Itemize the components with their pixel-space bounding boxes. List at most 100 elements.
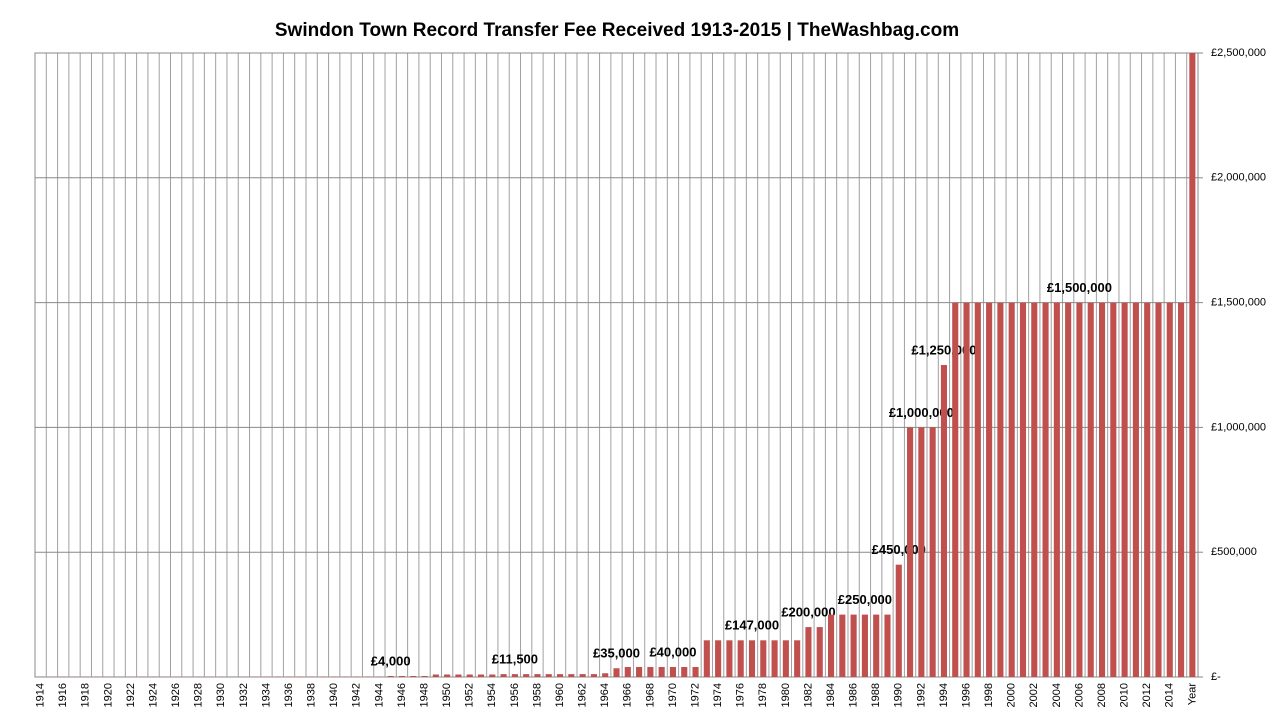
x-tick-label: 1922 bbox=[125, 683, 137, 707]
x-tick-label: 1944 bbox=[373, 683, 385, 707]
bar bbox=[1076, 302, 1083, 677]
y-tick-label: £- bbox=[1211, 671, 1221, 683]
data-label: £200,000 bbox=[781, 605, 835, 620]
bar bbox=[398, 676, 406, 677]
bar bbox=[816, 627, 823, 677]
data-label: £1,250,000 bbox=[911, 342, 976, 357]
bar bbox=[1189, 53, 1196, 677]
x-tick-label: 1982 bbox=[802, 683, 814, 707]
data-label: £11,500 bbox=[492, 652, 538, 667]
bar bbox=[986, 302, 993, 677]
bar bbox=[907, 427, 914, 677]
bar bbox=[918, 427, 925, 677]
bar bbox=[1019, 302, 1027, 677]
data-label: £250,000 bbox=[838, 592, 892, 607]
x-tick-label: 1976 bbox=[735, 683, 747, 707]
data-label: £4,000 bbox=[371, 653, 411, 668]
bar bbox=[839, 614, 846, 677]
x-tick-label: 1934 bbox=[260, 683, 272, 707]
bar bbox=[805, 627, 812, 677]
bar bbox=[500, 674, 507, 677]
x-tick-label: 1918 bbox=[80, 683, 92, 707]
x-tick-label: 1924 bbox=[147, 683, 159, 707]
bar bbox=[410, 676, 417, 677]
bar bbox=[692, 667, 699, 677]
bar bbox=[455, 674, 462, 677]
x-tick-label: 2014 bbox=[1164, 683, 1176, 707]
bar bbox=[748, 640, 756, 677]
bar bbox=[444, 674, 451, 677]
x-tick-label: 1946 bbox=[396, 683, 408, 707]
x-tick-label: 1952 bbox=[464, 683, 476, 707]
bar bbox=[658, 667, 665, 677]
bar bbox=[556, 674, 564, 677]
bar bbox=[963, 302, 970, 677]
bar bbox=[579, 674, 586, 677]
bar bbox=[590, 674, 597, 677]
bar bbox=[489, 674, 496, 677]
x-tick-label: 2008 bbox=[1096, 683, 1108, 707]
bar bbox=[760, 640, 767, 677]
x-tick-label: 1978 bbox=[757, 683, 769, 707]
bar bbox=[1065, 302, 1072, 677]
bar bbox=[1087, 302, 1094, 677]
x-tick-label: 2002 bbox=[1028, 683, 1040, 707]
bar bbox=[669, 667, 677, 677]
x-tick-label: 1986 bbox=[848, 683, 860, 707]
bar bbox=[726, 640, 733, 677]
data-label: £147,000 bbox=[725, 618, 779, 633]
x-tick-label: 2012 bbox=[1141, 683, 1153, 707]
x-tick-label: 1958 bbox=[531, 683, 543, 707]
chart-title: Swindon Town Record Transfer Fee Receive… bbox=[275, 20, 959, 41]
bar bbox=[545, 674, 552, 677]
x-tick-label: 1988 bbox=[870, 683, 882, 707]
x-tick-label: 1996 bbox=[960, 683, 972, 707]
bar bbox=[387, 676, 394, 677]
bar bbox=[1132, 302, 1139, 677]
bar bbox=[895, 564, 902, 677]
x-tick-label: 1962 bbox=[577, 683, 589, 707]
x-tick-label: 2004 bbox=[1051, 683, 1063, 707]
bar bbox=[771, 640, 778, 677]
x-tick-label: 1992 bbox=[915, 683, 927, 707]
bar bbox=[952, 302, 959, 677]
x-tick-label: 1954 bbox=[486, 683, 498, 707]
bar bbox=[681, 667, 688, 677]
bar bbox=[1031, 302, 1038, 677]
bar bbox=[613, 668, 620, 677]
x-tick-label: 1998 bbox=[983, 683, 995, 707]
x-tick-label: 1964 bbox=[599, 683, 611, 707]
x-tick-label: Year bbox=[1186, 683, 1198, 706]
x-tick-label: 1966 bbox=[622, 683, 634, 707]
x-tick-label: 1920 bbox=[102, 683, 114, 707]
bar bbox=[1155, 302, 1162, 677]
x-tick-label: 2010 bbox=[1119, 683, 1131, 707]
x-tick-label: 1940 bbox=[328, 683, 340, 707]
bar bbox=[884, 614, 891, 677]
x-tick-label: 1984 bbox=[825, 683, 837, 707]
bar bbox=[974, 302, 981, 677]
data-label: £40,000 bbox=[649, 644, 696, 659]
x-tick-label: 1994 bbox=[938, 683, 950, 707]
x-tick-label: 1948 bbox=[418, 683, 430, 707]
y-tick-label: £2,500,000 bbox=[1211, 47, 1266, 59]
x-tick-label: 1960 bbox=[554, 683, 566, 707]
bar bbox=[1166, 302, 1173, 677]
bar bbox=[1144, 302, 1151, 677]
bar bbox=[873, 614, 880, 677]
x-tick-label: 2006 bbox=[1073, 683, 1085, 707]
x-tick-label: 1950 bbox=[441, 683, 453, 707]
y-tick-label: £1,500,000 bbox=[1211, 297, 1266, 309]
bar bbox=[1110, 302, 1117, 677]
bar bbox=[737, 640, 744, 677]
bar bbox=[511, 674, 518, 677]
data-label: £35,000 bbox=[593, 646, 640, 661]
bar bbox=[568, 674, 575, 677]
bar bbox=[940, 365, 947, 677]
bar bbox=[1098, 302, 1106, 677]
bar bbox=[477, 674, 485, 677]
bar bbox=[1042, 302, 1049, 677]
x-tick-label: 1914 bbox=[35, 683, 47, 707]
bar bbox=[703, 640, 710, 677]
bar bbox=[1008, 302, 1015, 677]
